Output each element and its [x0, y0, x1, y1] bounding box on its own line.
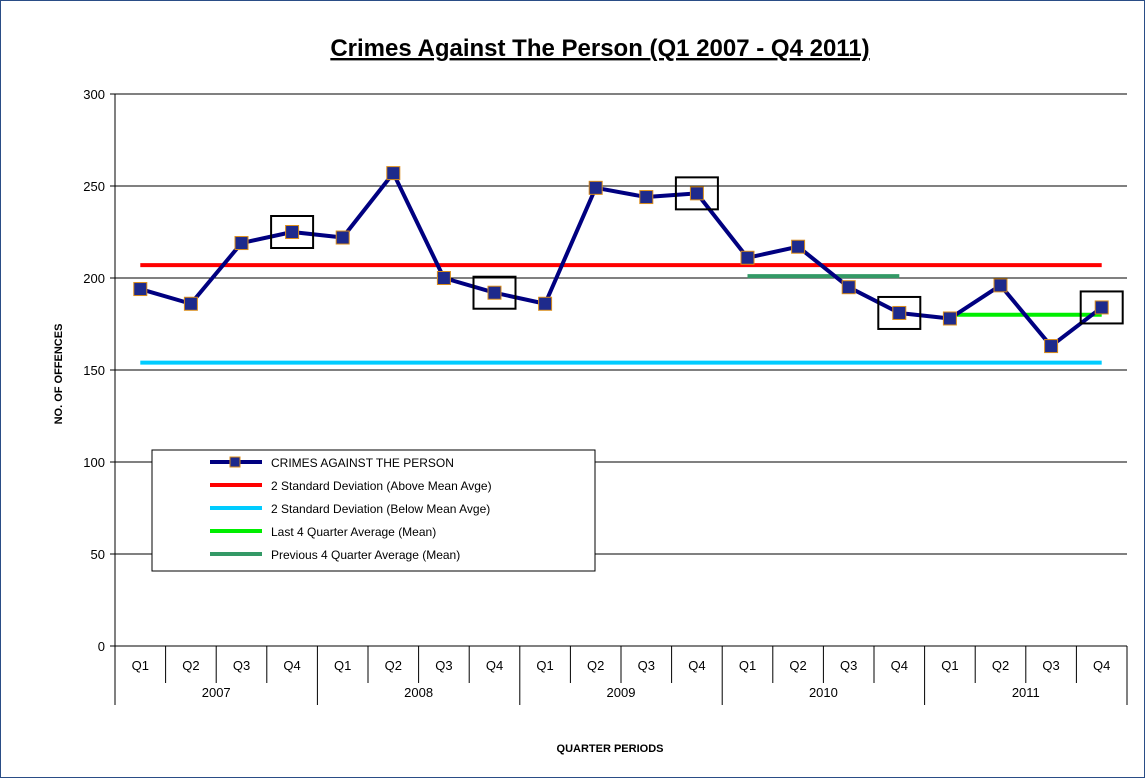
data-point	[942, 311, 957, 326]
x-tick-label: Q4	[891, 658, 908, 673]
year-label: 2008	[404, 685, 433, 700]
highlight-box	[877, 295, 922, 330]
legend-box	[151, 449, 596, 572]
x-tick-label: Q1	[132, 658, 149, 673]
data-point	[386, 166, 401, 181]
legend-marker	[229, 456, 241, 468]
legend-label: 2 Standard Deviation (Below Mean Avge)	[271, 502, 490, 516]
x-tick-label: Q4	[486, 658, 503, 673]
x-tick-label: Q3	[1042, 658, 1059, 673]
reference-lines	[140, 263, 1102, 365]
y-tick-label: 50	[91, 547, 105, 562]
year-label: 2009	[607, 685, 636, 700]
x-tick-label: Q2	[789, 658, 806, 673]
data-point	[183, 296, 198, 311]
x-tick-label: Q2	[587, 658, 604, 673]
x-tick-label: Q3	[233, 658, 250, 673]
y-tick-label: 100	[83, 455, 105, 470]
highlight-box	[1079, 290, 1124, 325]
data-point	[689, 186, 704, 201]
y-tick-label: 250	[83, 179, 105, 194]
x-tick-label: Q4	[688, 658, 705, 673]
legend: CRIMES AGAINST THE PERSON 2 Standard Devi…	[151, 449, 596, 572]
data-point	[1044, 339, 1059, 354]
x-tick-label: Q2	[992, 658, 1009, 673]
highlight-box	[472, 275, 517, 310]
legend-label: Previous 4 Quarter Average (Mean)	[271, 548, 460, 562]
y-axis-label: NO. OF OFFENCES	[53, 324, 65, 425]
x-tick-label: Q1	[536, 658, 553, 673]
legend-label: Last 4 Quarter Average (Mean)	[271, 525, 436, 539]
data-point	[740, 250, 755, 265]
chart-title: Crimes Against The Person (Q1 2007 - Q4 …	[330, 35, 869, 62]
data-point	[1094, 300, 1109, 315]
year-label: 2010	[809, 685, 838, 700]
y-tick-label: 300	[83, 87, 105, 102]
data-point	[335, 230, 350, 245]
data-point	[436, 271, 451, 285]
x-tick-label: Q2	[182, 658, 199, 673]
x-tick-label: Q3	[435, 658, 452, 673]
data-point	[588, 180, 603, 195]
data-point	[285, 225, 300, 239]
y-tick-label: 200	[83, 271, 105, 286]
legend-label: CRIMES AGAINST THE PERSON	[271, 456, 454, 470]
data-point	[791, 239, 806, 254]
year-label: 2011	[1012, 685, 1040, 700]
series-line	[139, 171, 1103, 349]
x-tick-label: Q3	[840, 658, 857, 673]
x-tick-label: Q4	[1093, 658, 1110, 673]
data-point	[487, 285, 502, 300]
year-label: 2007	[202, 685, 231, 700]
x-tick-label: Q1	[334, 658, 351, 673]
x-tick-label: Q3	[638, 658, 655, 673]
x-tick-label: Q1	[941, 658, 958, 673]
data-point	[892, 305, 907, 320]
x-axis-label: QUARTER PERIODS	[557, 743, 664, 755]
x-tick-label: Q4	[283, 658, 300, 673]
axes: 0 50 100 150 200 250 300 Q1 Q2 Q3 Q4 Q1 Q2 Q3 Q4 Q1 Q2 Q3…	[83, 87, 1128, 705]
data-point	[993, 278, 1008, 293]
y-tick-label: 0	[98, 639, 105, 654]
legend-label: 2 Standard Deviation (Above Mean Avge)	[271, 479, 492, 493]
data-point	[538, 296, 553, 311]
data-point	[234, 236, 249, 251]
highlight-box	[270, 215, 315, 249]
x-tick-label: Q2	[385, 658, 402, 673]
highlight-boxes	[270, 176, 1124, 330]
data-point	[133, 282, 148, 297]
data-point	[841, 280, 856, 295]
x-tick-label: Q1	[739, 658, 756, 673]
y-tick-label: 150	[83, 363, 105, 378]
data-series	[133, 166, 1109, 354]
data-point	[639, 190, 654, 205]
highlight-box	[674, 176, 719, 211]
